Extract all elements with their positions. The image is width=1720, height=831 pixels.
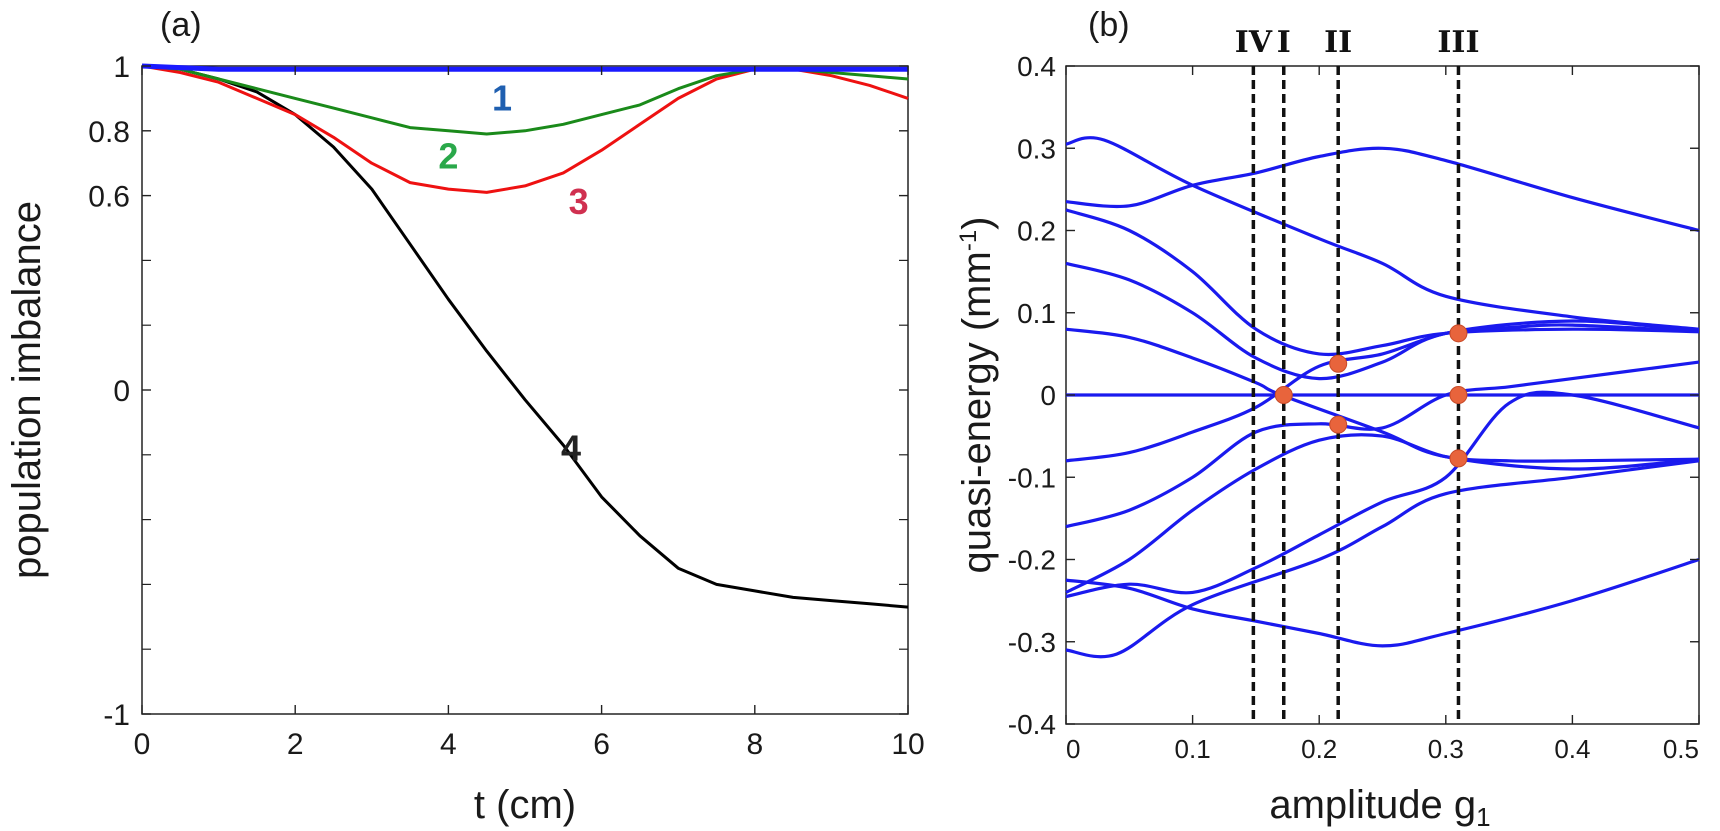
panel-a-series	[141, 63, 909, 609]
panel-a-y-tick-label: 0	[113, 375, 130, 408]
panel-b-band-line	[1065, 208, 1700, 357]
panel-a-x-tick-label: 10	[891, 728, 924, 761]
panel-a-y-tick-label: 1	[113, 51, 130, 84]
panel-b-crossing-marker	[1449, 386, 1468, 404]
panel-a-y-axis-label: population imbalance	[5, 201, 49, 579]
panel-a-series-3-label: 3	[569, 181, 589, 222]
panel-b-band-line	[1065, 459, 1700, 659]
panel-b-y-axis-label-superscript: -1	[955, 230, 982, 251]
panel-b-vertical-lines: IV I II III	[1235, 25, 1480, 724]
panel-b-y-tick-label: 0.3	[1017, 133, 1056, 164]
panel-a-x-tick-label: 4	[440, 728, 457, 761]
panel-b-crossing-marker	[1449, 324, 1468, 343]
panel-b-vline-label-II: II	[1324, 25, 1352, 60]
panel-a-x-axis-label: t (cm)	[474, 783, 576, 827]
panel-b-x-axis-label-subscript: 1	[1476, 802, 1490, 831]
panel-b-label: (b)	[1088, 6, 1130, 44]
panel-b-crossing-marker	[1274, 386, 1293, 404]
panel-b-x-tick-label: 0.3	[1428, 734, 1464, 764]
panel-b-crossing-marker	[1329, 354, 1348, 373]
panel-a-series-2-label: 2	[438, 136, 458, 177]
panel-a-x-tick-label: 6	[593, 728, 610, 761]
panel-a-x-tick-label: 8	[746, 728, 763, 761]
panel-b-y-tick-label: -0.4	[1008, 709, 1056, 740]
panel-b-band-line	[1065, 327, 1700, 471]
panel-a-series-4-label: 4	[561, 427, 581, 468]
panel-b-x-tick-label: 0.4	[1554, 734, 1590, 764]
panel-b-vline-label-I: I	[1277, 25, 1291, 60]
panel-a-series-3-line	[141, 64, 909, 194]
panel-b-y-tick-label: 0	[1040, 380, 1056, 411]
panel-b-y-tick-label: 0.1	[1017, 298, 1056, 329]
panel-b-vline-label-IV: IV	[1235, 25, 1273, 60]
panel-a-series-4-line	[141, 64, 909, 609]
panel-b-band-line	[1065, 390, 1700, 599]
panel-b-series	[1065, 136, 1700, 659]
panel-a-series-1-line	[141, 63, 908, 72]
panel-b-crossing-marker	[1449, 449, 1468, 468]
panel-b-band-line	[1065, 433, 1700, 594]
panel-b-y-tick-label: -0.2	[1008, 545, 1056, 576]
panel-b-x-axis-label: amplitude g1	[1269, 783, 1490, 831]
panel-a-y-tick-label: 0.8	[88, 116, 130, 149]
panel-b: (b) IV I II III 0 0.1 0.2 0.3 0.4 0.5 -0.4-0.3-0…	[955, 6, 1700, 831]
panel-b-x-tick-label: 0	[1066, 734, 1080, 764]
panel-b-band-line	[1065, 360, 1700, 529]
panel-b-y-tick-label: -0.3	[1008, 627, 1056, 658]
panel-a-y-tick-label: 0.6	[88, 181, 130, 214]
panel-b-y-tick-label: -0.1	[1008, 462, 1056, 493]
panel-a-label: (a)	[160, 6, 202, 44]
panel-b-y-tick-label: 0.2	[1017, 216, 1056, 247]
panel-b-crossing-marker	[1329, 415, 1348, 434]
panel-b-band-line	[1065, 146, 1700, 233]
panel-b-x-tick-label: 0.5	[1663, 734, 1699, 764]
panel-b-x-tick-label: 0.1	[1175, 734, 1211, 764]
panel-a-plot-frame	[141, 65, 909, 715]
panel-a-y-tick-label: -1	[103, 699, 130, 732]
panel-b-vline-label-III: III	[1437, 25, 1479, 60]
panel-b-x-tick-label: 0.2	[1301, 734, 1337, 764]
panel-b-y-tick-label: 0.4	[1017, 51, 1056, 82]
panel-b-band-line	[1065, 136, 1700, 331]
panel-b-band-line	[1065, 323, 1700, 463]
panel-a-series-1-label: 1	[492, 77, 512, 118]
panel-b-band-line	[1065, 261, 1700, 381]
panel-a-x-tick-label: 0	[134, 728, 151, 761]
panel-b-band-line	[1065, 557, 1700, 648]
panel-b-y-axis-label-close: )	[955, 217, 999, 230]
panel-b-y-axis-label: quasi-energy (mm-1)	[955, 217, 999, 574]
panel-b-crossing-markers	[1274, 324, 1468, 468]
panel-a-x-tick-label: 2	[287, 728, 304, 761]
